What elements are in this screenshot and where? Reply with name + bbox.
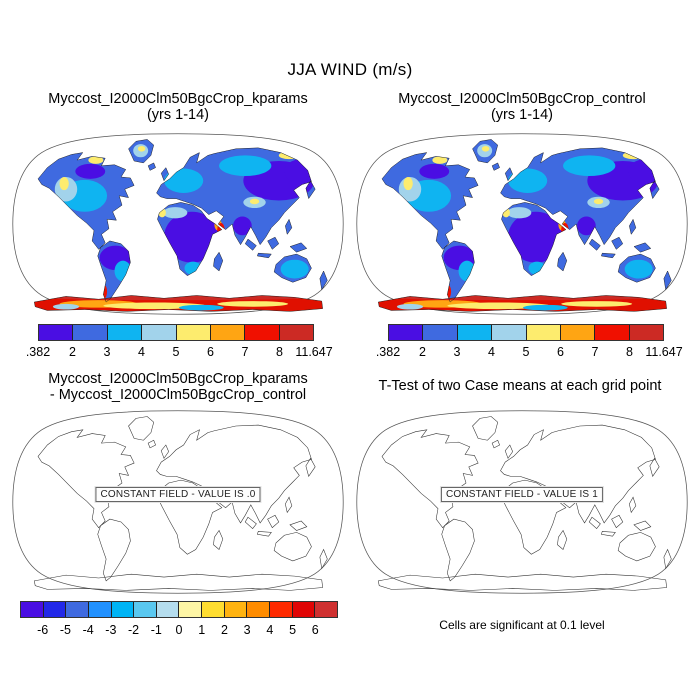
colorbar-tick-label: 3 (453, 345, 461, 359)
colorbar-tick-label: 5 (522, 345, 530, 359)
colorbar-tick-label: 6 (207, 345, 214, 359)
colorbar-tick-label: 0 (175, 623, 183, 637)
colorbar-tick-label: 7 (241, 345, 249, 359)
colorbar-tick-label: 2 (419, 345, 426, 359)
colorbar-tick-label: -4 (82, 623, 94, 637)
colorbar-segment (39, 325, 73, 340)
colorbar-tick-label: -1 (150, 623, 162, 637)
panel-control-title-line1: Myccost_I2000Clm50BgcCrop_control (398, 91, 646, 107)
colorbar-difference-ticks: -6 -5 -4 -3 -2 -1 0 1 2 3 4 5 6 (20, 623, 338, 637)
colorbar-tick-label: 2 (69, 345, 76, 359)
colorbar-tick-label: 4 (488, 345, 495, 359)
map-ttest: CONSTANT FIELD - VALUE IS 1 (354, 407, 690, 597)
colorbar-segment (269, 602, 292, 617)
panel-diff-title: Myccost_I2000Clm50BgcCrop_kparams - Mycc… (10, 371, 346, 403)
constant-field-label-ttest: CONSTANT FIELD - VALUE IS 1 (440, 487, 604, 502)
colorbar-tick-label: .382 (375, 345, 401, 359)
colorbar-tick-label: 3 (243, 623, 251, 637)
panel-kparams-title-line2: (yrs 1-14) (146, 107, 210, 123)
colorbar-tick-label: 3 (103, 345, 111, 359)
panel-control-title: Myccost_I2000Clm50BgcCrop_control (yrs 1… (354, 91, 690, 123)
colorbar-segment (559, 325, 595, 340)
colorbar-tick-label: -6 (37, 623, 49, 637)
colorbar-wind-control-ticks: .382 2 3 4 5 6 7 8 11.647 (376, 345, 683, 359)
colorbar-tick-label: -3 (105, 623, 117, 637)
colorbar-segment (133, 602, 156, 617)
map-difference: CONSTANT FIELD - VALUE IS .0 (10, 407, 346, 597)
colorbar-tick-label: .382 (25, 345, 51, 359)
colorbar-segment (291, 602, 315, 617)
colorbar-segment (21, 602, 43, 617)
colorbar-segment (628, 325, 663, 340)
colorbar-segment (65, 602, 88, 617)
colorbar-segment (87, 602, 111, 617)
colorbar-tick-label: 6 (557, 345, 564, 359)
colorbar-segment (314, 602, 337, 617)
colorbar-tick-label: 1 (198, 623, 206, 637)
colorbar-segment (141, 325, 176, 340)
colorbar-segment (110, 602, 134, 617)
panel-diff-title-line1: Myccost_I2000Clm50BgcCrop_kparams (48, 371, 308, 387)
colorbar-wind-kparams-ticks: .382 2 3 4 5 6 7 8 11.647 (26, 345, 333, 359)
colorbar-tick-label: 4 (138, 345, 145, 359)
panel-kparams-title: Myccost_I2000Clm50BgcCrop_kparams (yrs 1… (10, 91, 346, 123)
colorbar-tick-label: 8 (276, 345, 283, 359)
colorbar-segment (175, 325, 210, 340)
colorbar-tick-label: 11.647 (645, 345, 683, 359)
colorbar-segment (42, 602, 66, 617)
colorbar-segment (244, 325, 279, 340)
panel-ttest-title-line1: T-Test of two Case means at each grid po… (378, 378, 662, 394)
colorbar-segment (422, 325, 457, 340)
colorbar-tick-label: 7 (591, 345, 599, 359)
constant-field-label-diff: CONSTANT FIELD - VALUE IS .0 (95, 487, 261, 502)
colorbar-segment (525, 325, 560, 340)
colorbar-wind-kparams (38, 324, 314, 341)
colorbar-tick-label: 5 (289, 623, 297, 637)
colorbar-segment (72, 325, 107, 340)
colorbar-tick-label: 8 (626, 345, 633, 359)
colorbar-tick-label: 11.647 (295, 345, 333, 359)
panel-kparams-title-line1: Myccost_I2000Clm50BgcCrop_kparams (48, 91, 308, 107)
colorbar-segment (178, 602, 202, 617)
colorbar-tick-label: 2 (220, 623, 228, 637)
colorbar-segment (246, 602, 270, 617)
colorbar-tick-label: 5 (172, 345, 180, 359)
significance-note: Cells are significant at 0.1 level (439, 618, 605, 632)
panel-ttest-title: T-Test of two Case means at each grid po… (340, 378, 700, 394)
colorbar-tick-label: 4 (266, 623, 274, 637)
colorbar-tick-label: -5 (59, 623, 71, 637)
colorbar-segment (106, 325, 142, 340)
panel-diff-title-line2: - Myccost_I2000Clm50BgcCrop_control (49, 387, 307, 403)
colorbar-segment (389, 325, 423, 340)
colorbar-wind-control (388, 324, 664, 341)
panel-control-title-line2: (yrs 1-14) (490, 107, 554, 123)
colorbar-segment (491, 325, 526, 340)
colorbar-segment (155, 602, 179, 617)
colorbar-segment (594, 325, 629, 340)
colorbar-segment (209, 325, 245, 340)
colorbar-segment (456, 325, 492, 340)
colorbar-difference (20, 601, 338, 618)
map-control (354, 130, 690, 318)
colorbar-segment (201, 602, 224, 617)
map-kparams (10, 130, 346, 318)
colorbar-segment (223, 602, 247, 617)
colorbar-tick-label: -2 (128, 623, 140, 637)
colorbar-segment (278, 325, 313, 340)
colorbar-tick-label: 6 (311, 623, 319, 637)
figure-title: JJA WIND (m/s) (287, 60, 413, 79)
